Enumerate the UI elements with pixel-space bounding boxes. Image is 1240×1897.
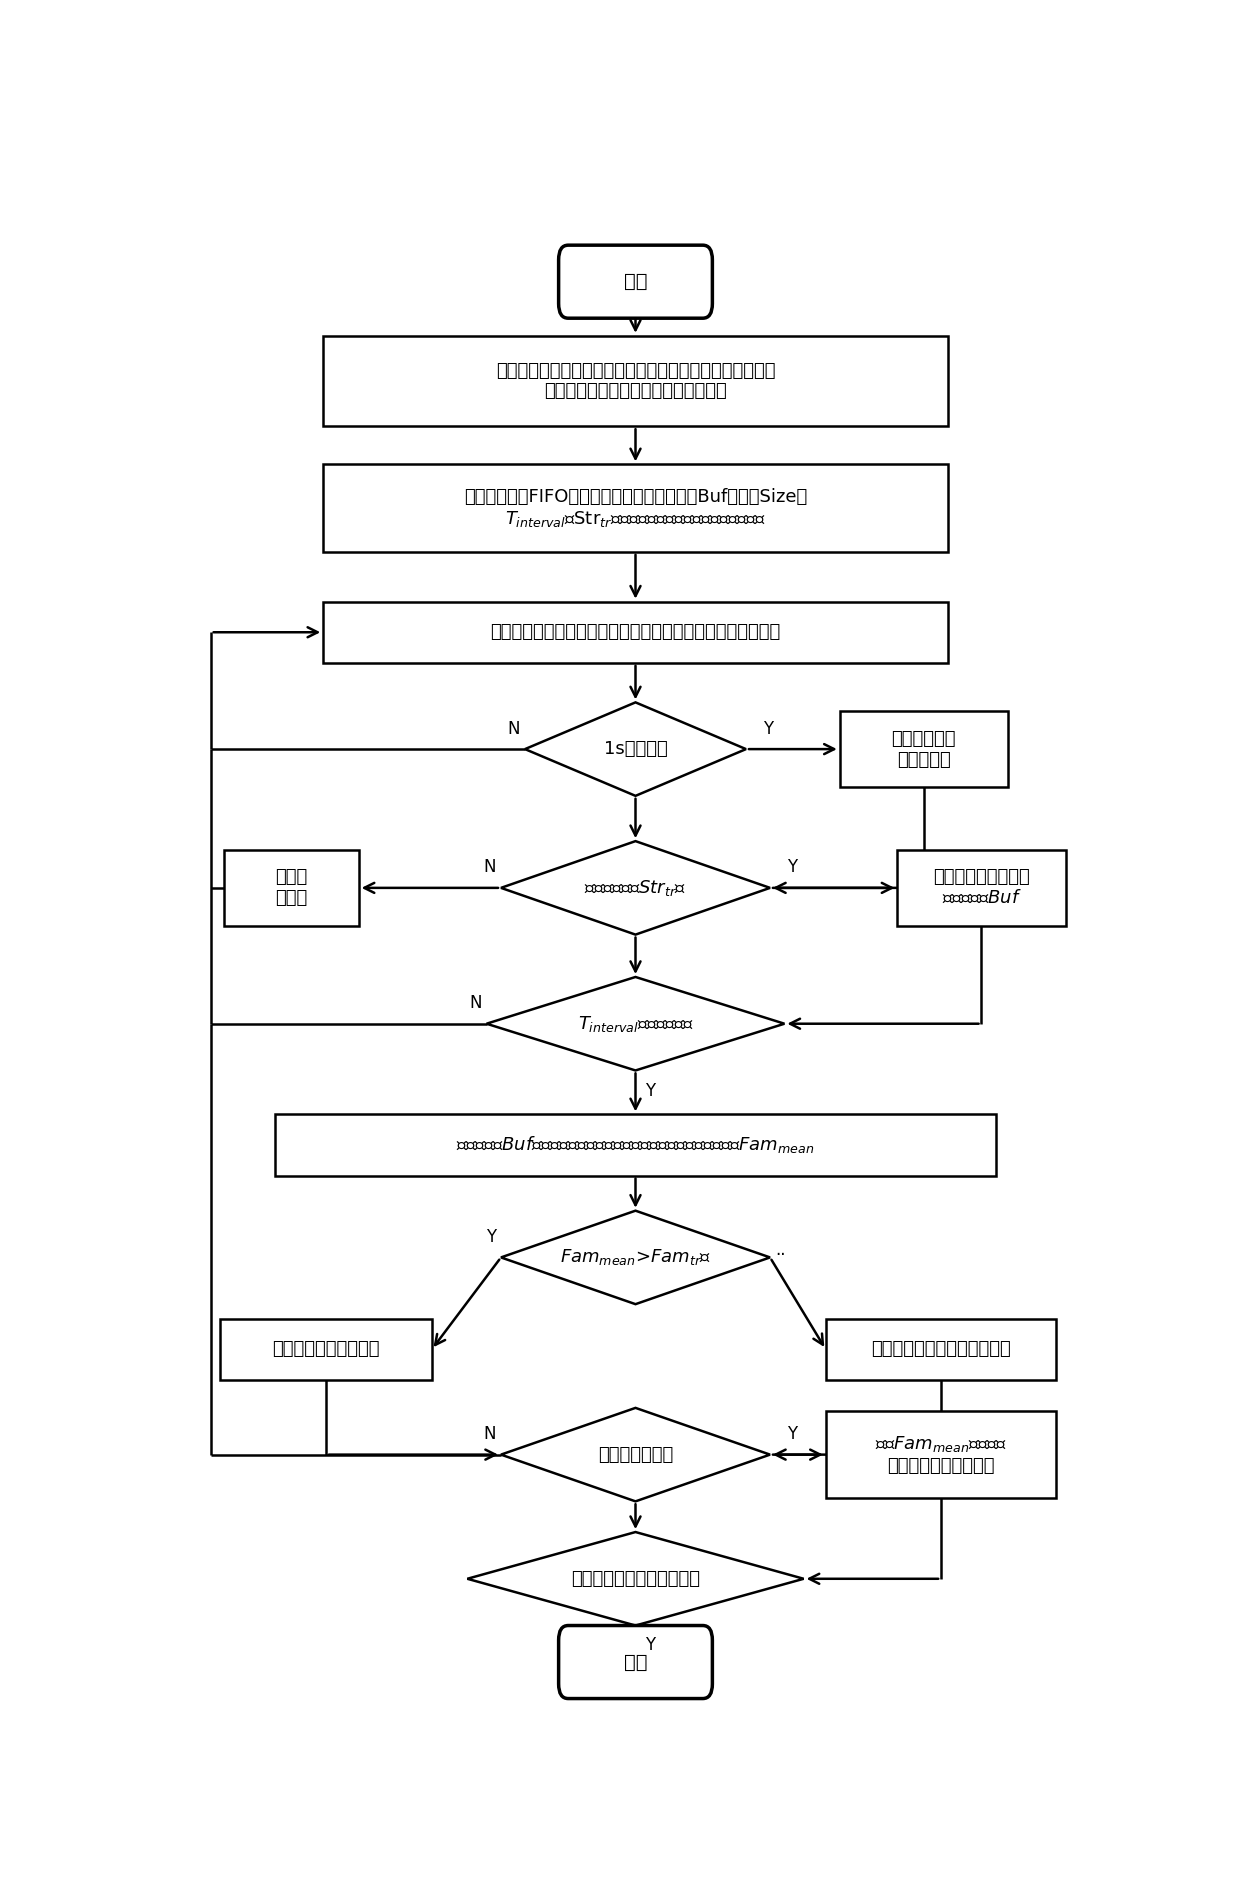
Bar xyxy=(826,1411,1056,1499)
Text: 用户选择测试内容，移动终端随机给用户呈现相关的测试题目: 用户选择测试内容，移动终端随机给用户呈现相关的测试题目 xyxy=(490,624,781,641)
Text: N: N xyxy=(484,1425,496,1444)
FancyBboxPatch shape xyxy=(558,245,712,319)
Text: 移动终端对$Buf$中的用户熟悉度值进行处理，得到用户对相应题目的$Fam_{mean}$: 移动终端对$Buf$中的用户熟悉度值进行处理，得到用户对相应题目的$Fam_{m… xyxy=(456,1134,815,1155)
Polygon shape xyxy=(501,1210,770,1303)
Bar xyxy=(275,1114,996,1176)
Bar xyxy=(324,465,947,552)
Bar xyxy=(826,1318,1056,1381)
Text: 对用户给予相应的奖励: 对用户给予相应的奖励 xyxy=(273,1341,379,1358)
Text: N: N xyxy=(507,719,521,738)
Text: Y: Y xyxy=(787,1425,797,1444)
Text: Y: Y xyxy=(764,719,774,738)
Bar xyxy=(224,850,358,926)
Bar xyxy=(221,1318,432,1381)
Polygon shape xyxy=(501,1408,770,1501)
Text: 提取数据包中的熟悉
度数据放至$Buf$: 提取数据包中的熟悉 度数据放至$Buf$ xyxy=(932,869,1030,907)
FancyBboxPatch shape xyxy=(558,1626,712,1698)
Polygon shape xyxy=(525,702,746,797)
Text: 开始: 开始 xyxy=(624,271,647,290)
Bar xyxy=(324,336,947,427)
Text: Y: Y xyxy=(645,1635,655,1654)
Text: 移动终端建立FIFO模型的脑电数据存储缓冲区Buf，设定Size、
$T_{interval}$、Str$_{tr}$参数值，初始化移动终端上的学习应用: 移动终端建立FIFO模型的脑电数据存储缓冲区Buf，设定Size、 $T_{in… xyxy=(464,488,807,529)
Polygon shape xyxy=(486,977,785,1070)
Polygon shape xyxy=(467,1533,804,1626)
Text: 初始化脑机接口设备，通过蓝牙建立脑机接口设备和移动终
端通信，用户定制脑疲劳时的休息方式: 初始化脑机接口设备，通过蓝牙建立脑机接口设备和移动终 端通信，用户定制脑疲劳时的… xyxy=(496,362,775,400)
Text: Y: Y xyxy=(645,1081,655,1100)
Text: 移动终端读取
脑电数据包: 移动终端读取 脑电数据包 xyxy=(892,730,956,768)
Text: 1s时间到？: 1s时间到？ xyxy=(604,740,667,759)
Bar xyxy=(324,601,947,662)
Bar xyxy=(898,850,1065,926)
Text: 记录相应的题目提醒用户学习: 记录相应的题目提醒用户学习 xyxy=(872,1341,1011,1358)
Text: 测试题目完成？: 测试题目完成？ xyxy=(598,1446,673,1464)
Text: 结束: 结束 xyxy=(624,1652,647,1671)
Text: 信号质量大于$Str_{tr}$？: 信号质量大于$Str_{tr}$？ xyxy=(584,878,687,897)
Text: ..: .. xyxy=(775,1241,785,1260)
Text: N: N xyxy=(484,859,496,876)
Text: 根据$Fam_{mean}$绘制用户
这次测试的熟悉度曲线: 根据$Fam_{mean}$绘制用户 这次测试的熟悉度曲线 xyxy=(875,1434,1007,1476)
Text: N: N xyxy=(469,994,481,1013)
Text: $T_{interval}$间隔时间到？: $T_{interval}$间隔时间到？ xyxy=(578,1013,693,1034)
Text: Y: Y xyxy=(787,859,797,876)
Polygon shape xyxy=(501,840,770,935)
Text: Y: Y xyxy=(486,1227,496,1246)
Text: 丢弃该
数据包: 丢弃该 数据包 xyxy=(275,869,308,907)
Text: $Fam_{mean}$>$Fam_{tr}$？: $Fam_{mean}$>$Fam_{tr}$？ xyxy=(560,1248,711,1267)
Bar xyxy=(839,711,1008,787)
Text: 达到了对所学知识的掌握？: 达到了对所学知识的掌握？ xyxy=(570,1571,701,1588)
